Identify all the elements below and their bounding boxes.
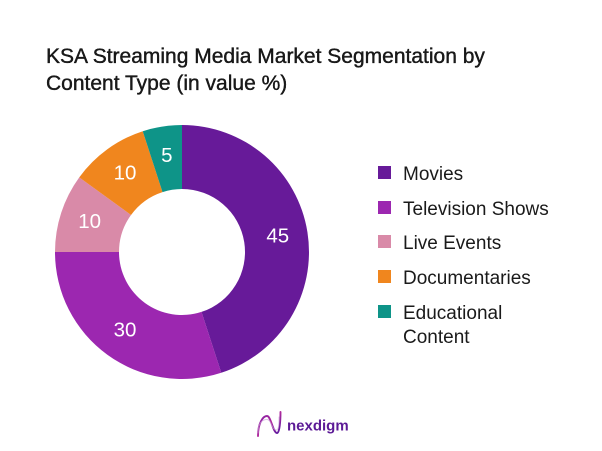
svg-text:30: 30 (114, 318, 137, 341)
svg-text:45: 45 (266, 225, 289, 248)
svg-text:5: 5 (161, 144, 172, 167)
svg-text:10: 10 (78, 210, 101, 233)
svg-text:nexdigm: nexdigm (287, 418, 349, 435)
svg-text:10: 10 (114, 161, 137, 184)
